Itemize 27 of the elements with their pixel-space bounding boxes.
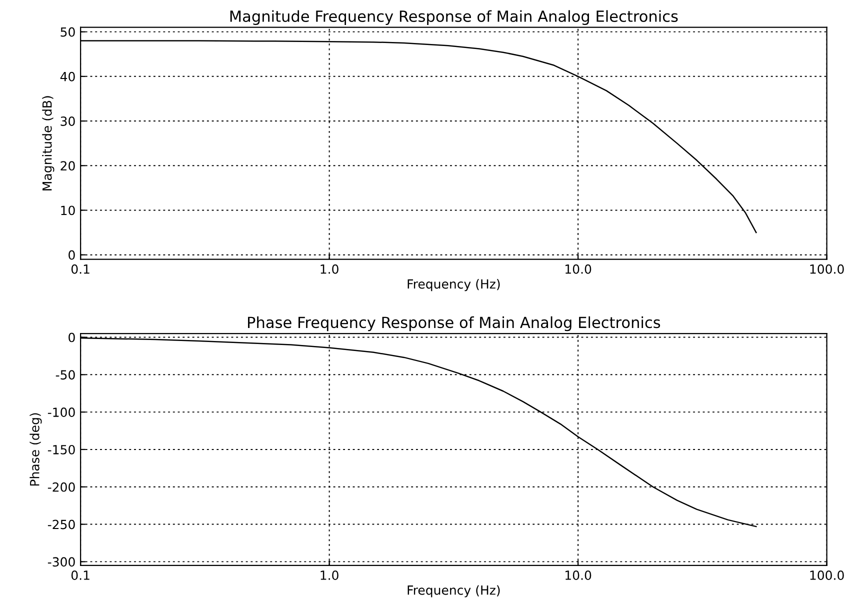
y-tick-label: -300 [48, 557, 75, 567]
y-tick-label: 30 [60, 116, 75, 126]
x-tick-label: 10.0 [566, 264, 592, 274]
y-tick-label: 10 [61, 206, 75, 216]
y-tick-label: -150 [48, 444, 75, 454]
x-tick-label: 0.1 [71, 264, 90, 274]
y-tick-label: -250 [48, 520, 75, 530]
x-tick-label: 1.0 [320, 570, 338, 580]
y-tick-label: -100 [48, 408, 75, 417]
y-tick-label: 0 [68, 250, 75, 260]
y-tick-label: 50 [60, 27, 75, 37]
y-tick-label: 40 [60, 72, 75, 82]
y-axis-title: Phase (deg) [30, 413, 42, 486]
y-axis-title: Magnitude (dB) [42, 96, 54, 190]
chart-title: Phase Frequency Response of Main Analog Electronics [248, 316, 660, 332]
y-tick-label: -200 [48, 482, 75, 492]
x-tick-label: 100.0 [810, 570, 844, 580]
x-tick-label: 10.0 [566, 570, 592, 580]
y-tick-label: 0 [68, 332, 75, 342]
y-tick-label: -50 [56, 370, 75, 380]
x-tick-label: 100.0 [810, 264, 844, 274]
chart-title: Magnitude Frequency Response of Main Analog Electronics [230, 10, 678, 25]
y-tick-label: 20 [60, 161, 75, 171]
x-tick-label: 0.1 [71, 570, 90, 580]
x-tick-label: 1.0 [320, 264, 338, 274]
x-axis-title: Frequency (Hz) [408, 585, 500, 598]
x-axis-title: Frequency (Hz) [408, 279, 500, 292]
